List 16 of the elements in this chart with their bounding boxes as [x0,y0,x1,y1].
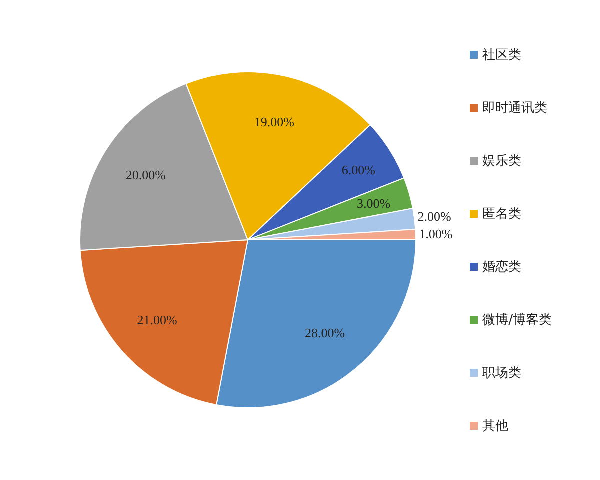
data-label: 28.00% [305,326,346,341]
legend-label: 婚恋类 [482,258,522,276]
legend-label: 匿名类 [482,206,522,222]
data-label: 6.00% [342,162,376,178]
data-label: 2.00% [418,208,452,224]
data-label: 21.00% [137,312,178,328]
legend-label: 微博/博客类 [482,312,552,328]
data-label: 19.00% [254,114,295,130]
legend-label: 社区类 [482,46,522,64]
legend-label: 娱乐类 [482,152,522,170]
data-label: 20.00% [126,168,166,183]
legend-label: 即时通讯类 [482,100,548,116]
data-label: 3.00% [357,196,391,211]
legend-label: 其他 [482,418,509,434]
legend-label: 职场类 [482,364,522,382]
data-label: 1.00% [419,226,453,242]
